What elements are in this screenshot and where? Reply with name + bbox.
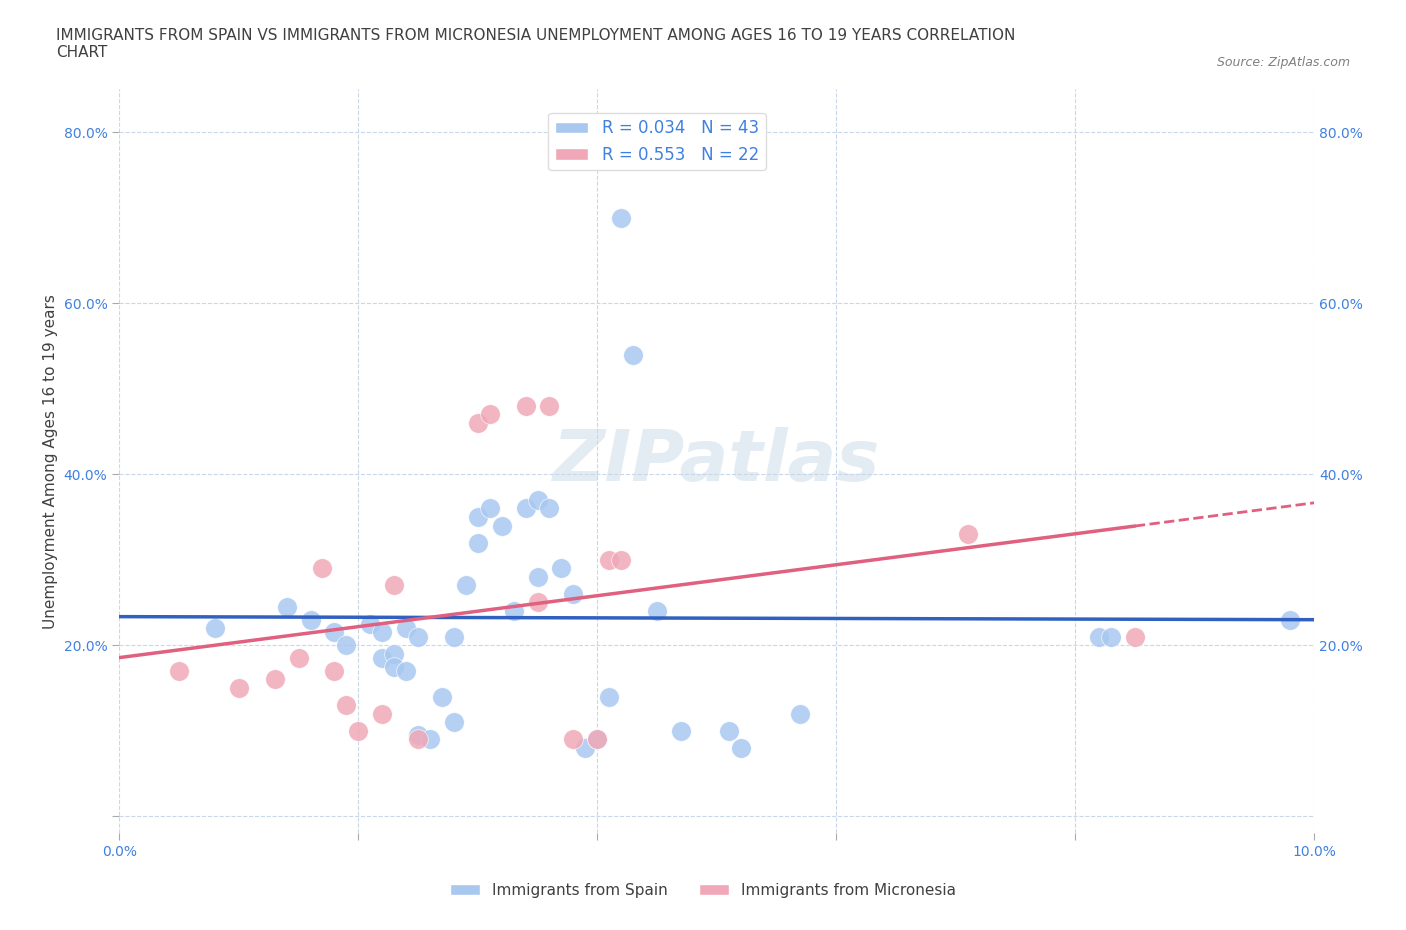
Point [1088,630,1111,644]
Text: ZIPatlas: ZIPatlas [553,427,880,496]
Point [406,732,429,747]
Point [1279,612,1302,627]
Point [167,663,190,678]
Point [395,663,418,678]
Point [323,625,346,640]
Point [1123,630,1146,644]
Point [610,552,633,567]
Point [419,732,441,747]
Point [526,595,548,610]
Point [598,689,620,704]
Point [1099,630,1122,644]
Point [621,347,644,362]
Point [669,724,692,738]
Point [371,651,394,666]
Point [443,715,465,730]
Point [406,630,429,644]
Point [382,578,405,592]
Point [335,638,357,653]
Y-axis label: Unemployment Among Ages 16 to 19 years: Unemployment Among Ages 16 to 19 years [44,294,58,629]
Point [287,651,309,666]
Text: Source: ZipAtlas.com: Source: ZipAtlas.com [1216,56,1350,69]
Point [789,706,811,721]
Point [454,578,477,592]
Point [276,599,298,614]
Point [574,740,596,755]
Point [371,706,394,721]
Legend: R = 0.034   N = 43, R = 0.553   N = 22: R = 0.034 N = 43, R = 0.553 N = 22 [548,113,766,170]
Point [538,501,561,516]
Point [526,569,548,584]
Point [645,604,668,618]
Point [538,398,561,413]
Point [467,416,489,431]
Point [717,724,740,738]
Point [730,740,752,755]
Point [502,604,524,618]
Point [491,518,513,533]
Point [395,620,418,635]
Point [347,724,370,738]
Point [204,620,226,635]
Point [515,501,537,516]
Point [323,663,346,678]
Point [478,407,501,422]
Point [299,612,322,627]
Point [263,672,285,687]
Point [562,587,585,602]
Point [406,727,429,742]
Point [515,398,537,413]
Point [371,625,394,640]
Point [598,552,620,567]
Point [610,210,633,225]
Point [467,510,489,525]
Point [586,732,609,747]
Point [550,561,572,576]
Point [478,501,501,516]
Point [562,732,585,747]
Point [430,689,453,704]
Point [359,617,381,631]
Point [382,659,405,674]
Point [335,698,357,712]
Legend: Immigrants from Spain, Immigrants from Micronesia: Immigrants from Spain, Immigrants from M… [443,877,963,904]
Point [586,732,609,747]
Point [443,630,465,644]
Point [467,535,489,550]
Point [382,646,405,661]
Point [311,561,333,576]
Text: IMMIGRANTS FROM SPAIN VS IMMIGRANTS FROM MICRONESIA UNEMPLOYMENT AMONG AGES 16 T: IMMIGRANTS FROM SPAIN VS IMMIGRANTS FROM… [56,28,1015,60]
Point [526,493,548,508]
Point [956,526,979,541]
Point [228,681,250,696]
